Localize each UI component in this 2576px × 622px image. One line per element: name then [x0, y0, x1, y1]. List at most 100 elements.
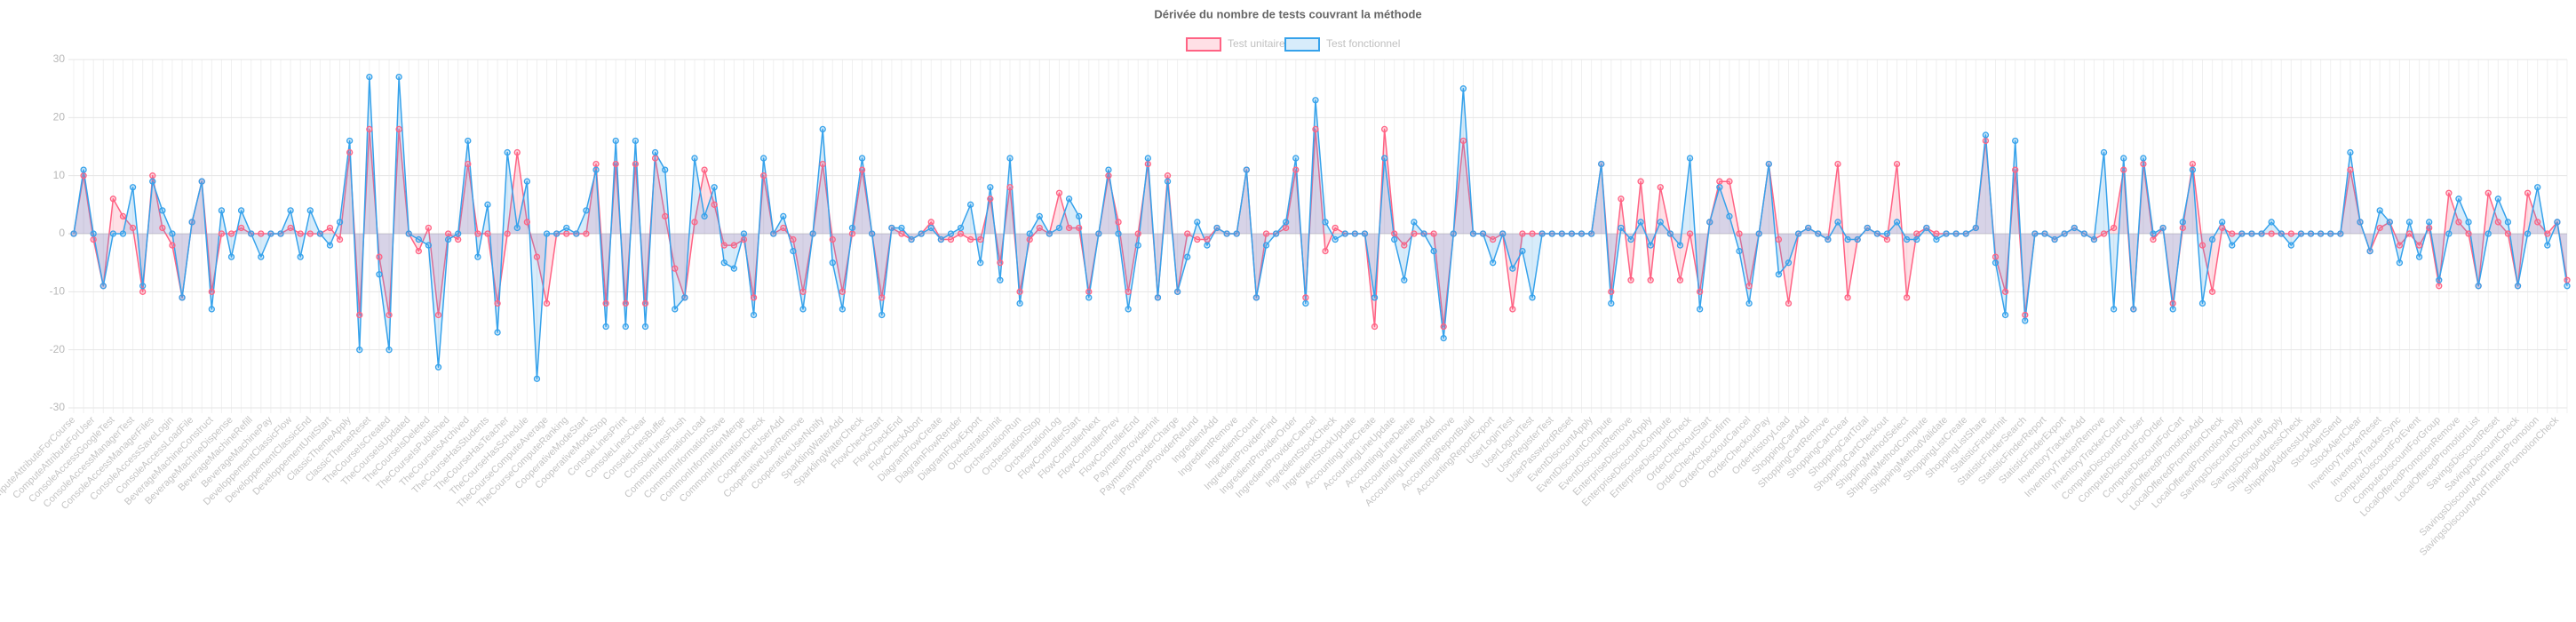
data-point: [1164, 178, 1172, 185]
data-point: [109, 230, 117, 237]
data-point: [1676, 242, 1684, 249]
data-point: [799, 288, 807, 295]
data-point: [1430, 247, 1437, 255]
data-point: [1775, 271, 1783, 278]
data-point: [159, 207, 166, 214]
data-point: [1065, 224, 1073, 232]
data-point: [2001, 311, 2009, 319]
data-point: [1036, 224, 1043, 232]
data-point: [2208, 288, 2216, 295]
data-point: [425, 224, 433, 232]
data-point: [1529, 230, 1536, 237]
data-point: [1933, 235, 1940, 243]
data-point: [2564, 283, 2571, 290]
data-point: [1312, 97, 1319, 104]
data-point: [1371, 294, 1379, 301]
legend-swatch: [1186, 37, 1221, 52]
data-point: [879, 311, 886, 319]
data-point: [672, 265, 679, 272]
data-point: [1618, 224, 1625, 232]
data-point: [848, 230, 856, 237]
data-point: [2455, 219, 2462, 226]
data-point: [947, 235, 955, 243]
data-point: [1825, 235, 1832, 243]
data-point: [1164, 172, 1172, 179]
data-point: [1529, 294, 1536, 301]
data-point: [2150, 230, 2157, 237]
legend-label: Test unitaire: [1228, 37, 1285, 50]
data-point: [1006, 155, 1014, 162]
data-point: [2445, 189, 2453, 196]
data-point: [2376, 224, 2383, 232]
data-point: [1982, 137, 1990, 145]
data-point: [434, 363, 442, 371]
data-point: [1411, 230, 1418, 237]
data-point: [1223, 230, 1230, 237]
data-point: [730, 242, 738, 249]
data-point: [2347, 166, 2354, 173]
data-point: [1745, 299, 1753, 307]
data-point: [701, 166, 708, 173]
data-point: [2426, 224, 2433, 232]
data-point: [1608, 299, 1615, 307]
data-point: [1587, 230, 1595, 237]
data-point: [1568, 230, 1576, 237]
data-point: [2524, 189, 2532, 196]
data-point: [858, 166, 866, 173]
data-point: [227, 253, 235, 260]
data-point: [2238, 230, 2246, 237]
data-point: [1213, 224, 1220, 232]
data-point: [90, 230, 97, 237]
data-point: [2080, 230, 2088, 237]
y-tick-label: 30: [53, 52, 66, 65]
data-point: [1283, 224, 1290, 232]
data-point: [1726, 178, 1733, 185]
data-point: [2130, 306, 2137, 313]
data-point: [444, 230, 452, 237]
data-point: [2554, 219, 2561, 226]
data-point: [1391, 235, 1398, 243]
data-point: [1647, 242, 1654, 249]
data-point: [790, 235, 797, 243]
data-point: [651, 155, 659, 162]
data-point: [2229, 230, 2236, 237]
data-point: [99, 283, 107, 290]
data-point: [1805, 224, 1812, 232]
data-point: [1391, 230, 1398, 237]
data-point: [1903, 235, 1911, 243]
data-point: [888, 224, 895, 232]
data-point: [2100, 148, 2108, 156]
data-point: [119, 230, 127, 237]
data-point: [1844, 235, 1851, 243]
data-point: [2189, 160, 2197, 168]
data-point: [583, 207, 590, 214]
data-point: [2248, 230, 2255, 237]
data-point: [2347, 148, 2354, 156]
data-point: [179, 294, 186, 301]
data-point: [2169, 299, 2176, 307]
data-point: [484, 201, 491, 208]
data-point: [169, 242, 176, 249]
data-point: [1144, 160, 1151, 168]
data-point: [563, 230, 570, 237]
data-point: [149, 178, 156, 185]
data-point: [2426, 219, 2433, 226]
data-point: [1302, 294, 1309, 301]
data-point: [513, 148, 521, 156]
data-point: [1883, 235, 1891, 243]
data-point: [2396, 242, 2404, 249]
data-point: [149, 172, 156, 179]
data-point: [759, 172, 767, 179]
data-point: [898, 230, 905, 237]
series-line: [73, 128, 2568, 328]
data-point: [2544, 242, 2551, 249]
data-point: [2258, 230, 2265, 237]
data-point: [691, 155, 698, 162]
data-point: [386, 311, 393, 319]
data-point: [1125, 306, 1132, 313]
data-point: [1618, 195, 1625, 203]
data-point: [1736, 230, 1743, 237]
data-point: [1401, 242, 1408, 249]
data-point: [1115, 230, 1122, 237]
